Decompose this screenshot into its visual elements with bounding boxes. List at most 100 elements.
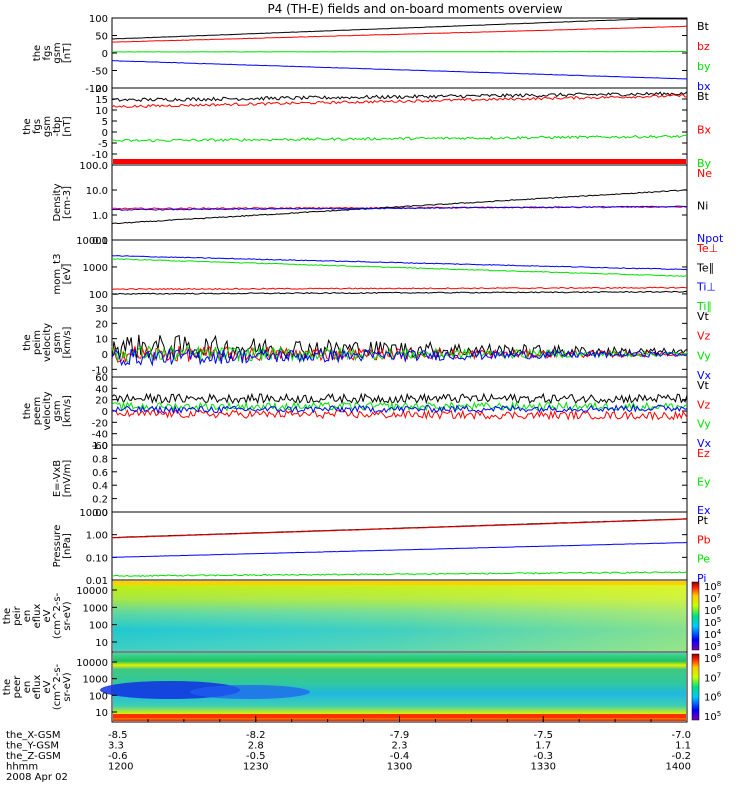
legend-label: Vz (697, 398, 711, 411)
series-line-Bt (111, 91, 688, 103)
x-tick-label: 1200 (108, 762, 133, 773)
y-tick-label: 0.6 (92, 468, 108, 479)
series-line-Vx (111, 403, 688, 415)
y-tick-label: 1.0 (92, 211, 108, 222)
panel-10: thepeerenefluxeV(cm^2-s-sr-eV)10000 1000 1… (2, 651, 722, 723)
y-tick-label: 100 (89, 14, 108, 25)
legend-label: Vt (697, 310, 710, 323)
y-tick-label: -10 (92, 150, 108, 161)
y-tick-label: 10 (95, 106, 108, 117)
legend-label: Pe (697, 553, 710, 566)
series-line-Pb (111, 518, 688, 539)
x-tick-label: -0.3 (533, 751, 553, 762)
y-axis-label: thepeimvelocitygsm[km/s] (22, 323, 73, 362)
legend-label: Vt (697, 379, 710, 392)
y-axis-label: thefgsgsm[nT] (32, 42, 73, 63)
legend-label: Bt (697, 90, 710, 103)
series-line-Bx (111, 94, 688, 108)
y-tick-label: 1000 (83, 675, 108, 686)
panel-6: thepeemvelocitygsm[km/s] 6040200-20-40-60… (22, 373, 712, 452)
y-tick-label: 5 (102, 117, 108, 128)
series-line-Vt (111, 392, 688, 405)
y-tick-label: 0.1 (92, 236, 108, 247)
colorbar-tick-label: 105 (704, 710, 721, 723)
legend-label: Te∥ (696, 261, 714, 274)
y-tick-label: -20 (92, 418, 108, 429)
y-tick-label: -40 (92, 430, 108, 441)
legend-label: Te⊥ (696, 242, 718, 255)
y-tick-label: 10.00 (79, 508, 108, 519)
y-tick-label: 0 (102, 49, 108, 60)
series-line-bz (112, 25, 687, 43)
legend-label: Ez (697, 447, 710, 460)
y-tick-label: 0.10 (86, 553, 108, 564)
legend-label: bz (697, 40, 710, 53)
y-tick-label: 15 (95, 95, 108, 106)
legend-label: Npot (697, 232, 724, 245)
x-tick-label: -8.2 (246, 730, 266, 741)
series-line-Vx (111, 347, 688, 367)
x-tick-label: 3.3 (108, 741, 124, 752)
y-tick-label: 10 (95, 638, 108, 649)
panel-8: Pressure[nPa] 10.00 1.00 0.10 0.01 Pt Pb Pe Pi (52, 508, 711, 587)
y-tick-label: 10 (95, 708, 108, 719)
series-line-Te⊥ (111, 286, 688, 291)
y-axis-label: Pressure[nPa] (52, 525, 73, 568)
series-line-Ti⊥ (111, 255, 688, 271)
legend-label: Vy (697, 418, 711, 431)
series-line-Pe (111, 571, 688, 577)
x-tick-label: 1300 (387, 762, 412, 773)
x-tick-label: -7.9 (390, 730, 410, 741)
series-line-Vz (111, 345, 688, 363)
y-tick-label: 10000 (76, 658, 108, 669)
colorbar-tick-label: 107 (704, 671, 721, 684)
panel-frame (111, 307, 688, 378)
series-line-Npot (111, 205, 688, 211)
panel-3: Density[cm-3] 100.0 10.0 1.0 0.1 Ne Ni Npot (52, 161, 724, 247)
y-tick-label: 100 (89, 621, 108, 632)
legend-label: Vz (697, 330, 711, 343)
spectrogram-overlay (113, 581, 686, 651)
y-tick-label: 0 (102, 350, 108, 361)
x-tick-label: 2.8 (248, 741, 264, 752)
panel-frame (111, 444, 688, 513)
colorbar (691, 653, 700, 721)
y-tick-label: 40 (95, 384, 108, 395)
colorbar (691, 581, 700, 651)
panel-7: E=-VxB[mV/m] 1.0 0.8 0.6 0.4 0.2 0.0 Ez Ey Ex (52, 441, 711, 519)
spectrogram-low-region (190, 685, 310, 699)
panel-4: mom_t3[eV]10000 1000 100 Te⊥ Te∥ Ti⊥ Ti∥ (52, 236, 718, 313)
panel-9: thepeirenefluxeV(cm^2-s-sr-eV)10000 1000 1… (2, 579, 722, 653)
y-tick-label: 0 (102, 407, 108, 418)
y-tick-label: 1000 (83, 603, 108, 614)
y-tick-label: 20 (95, 396, 108, 407)
legend-label: Pi (697, 572, 706, 585)
y-tick-label: 30 (95, 304, 108, 315)
y-tick-label: -10 (92, 365, 108, 376)
series-line-Vy (111, 400, 688, 413)
x-axis: the_X-GSM -8.5 -8.2 -7.9 -7.5 -7.0 the_Y-GSM 3.… (6, 716, 691, 783)
series-line-By (111, 134, 688, 143)
y-axis-label: thepeemvelocitygsm[km/s] (22, 391, 73, 430)
y-tick-label: 1000 (83, 263, 108, 274)
y-tick-label: -50 (92, 67, 108, 78)
legend-label: Ey (697, 476, 711, 489)
y-axis-label: E=-VxB[mV/m] (52, 460, 73, 498)
series-line-Bt (111, 18, 687, 40)
colorbar-tick-label: 106 (704, 691, 722, 704)
y-tick-label: -100 (85, 84, 108, 95)
x-tick-label: -0.4 (390, 751, 410, 762)
y-tick-label: 60 (95, 373, 108, 384)
legend-label: Vx (697, 369, 712, 382)
legend-label: By (697, 157, 712, 170)
x-tick-label: -7.5 (533, 730, 553, 741)
y-tick-label: 1.0 (92, 441, 108, 452)
y-axis-label: Density[cm-3] (52, 183, 73, 221)
series-line-bx (111, 60, 688, 80)
legend-label: Ex (697, 504, 711, 517)
series-line-by (112, 50, 688, 53)
y-tick-label: 100 (89, 290, 108, 301)
legend-label: Ti⊥ (696, 281, 716, 294)
y-tick-label: 100.0 (79, 161, 108, 172)
legend-label: Pb (697, 533, 711, 546)
